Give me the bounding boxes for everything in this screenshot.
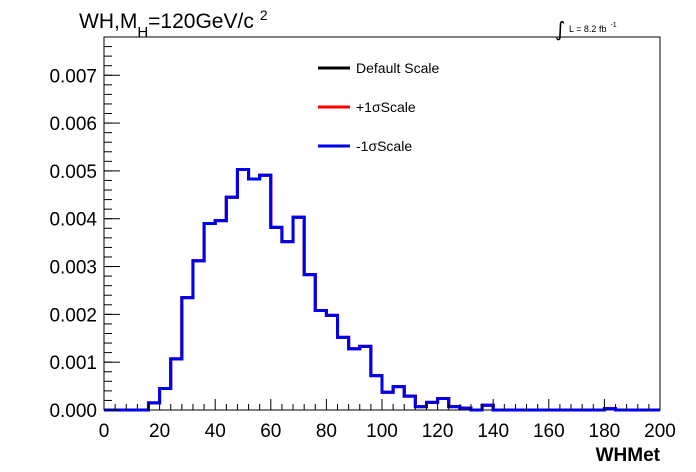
x-tick-label: 20 (149, 421, 170, 442)
plot-frame (103, 36, 661, 411)
x-tick-label: 200 (644, 421, 676, 442)
y-tick-label: 0.001 (49, 353, 97, 374)
histogram-series-0 (104, 167, 660, 412)
x-tick-label: 140 (477, 421, 509, 442)
luminosity-label: L = 8.2 fb -1 (569, 22, 617, 34)
x-tick-label: 100 (366, 421, 398, 442)
x-axis-label: WHMet (596, 445, 661, 466)
x-tick-label: 80 (316, 421, 337, 442)
y-tick-label: 0.000 (49, 401, 97, 422)
chart-title: WH,MH=120GeV/c 2 (79, 7, 268, 41)
y-tick-label: 0.004 (49, 210, 97, 231)
legend-entry: +1σScale (356, 99, 416, 115)
y-tick-label: 0.003 (49, 258, 97, 279)
x-tick-label: 160 (533, 421, 565, 442)
x-axis: 0 20 40 60 80 100 120 140 160 180 200 (99, 399, 676, 442)
x-tick-label: 120 (422, 421, 454, 442)
y-tick-label: 0.007 (49, 66, 97, 87)
histogram-series-1 (104, 167, 660, 412)
legend: Default Scale +1σScale -1σScale (318, 60, 439, 154)
x-tick-label: 0 (99, 421, 110, 442)
y-tick-label: 0.005 (49, 162, 97, 183)
y-tick-label: 0.002 (49, 305, 97, 326)
series-layer (104, 167, 660, 412)
x-tick-label: 180 (589, 421, 621, 442)
y-axis: 0.000 0.001 0.002 0.003 0.004 0.005 0.006 0.007 (49, 36, 120, 422)
histogram-series-2 (104, 167, 660, 412)
legend-entry: -1σScale (356, 138, 412, 154)
x-tick-label: 60 (260, 421, 281, 442)
integral-sign: ∫ (555, 17, 565, 41)
x-tick-label: 40 (205, 421, 226, 442)
y-tick-label: 0.006 (49, 114, 97, 135)
legend-entry: Default Scale (356, 60, 439, 76)
